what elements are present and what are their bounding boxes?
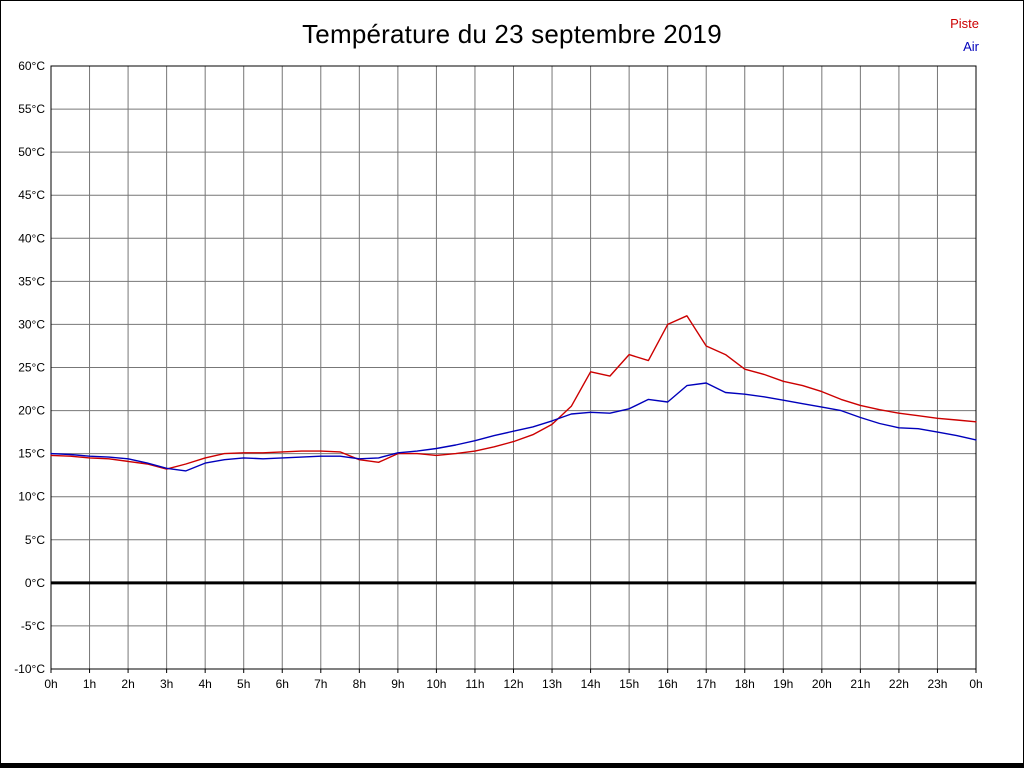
x-axis-tick-label: 22h	[889, 677, 909, 691]
x-axis-tick-label: 17h	[696, 677, 716, 691]
legend-entry-air: Air	[963, 39, 979, 54]
y-axis-tick-label: -5°C	[21, 619, 45, 633]
x-axis-tick-label: 3h	[160, 677, 173, 691]
x-axis-tick-label: 1h	[83, 677, 96, 691]
series-line-piste	[50, 315, 977, 470]
x-axis-tick-label: 15h	[619, 677, 639, 691]
y-axis-tick-label: 5°C	[25, 533, 45, 547]
x-axis-tick-label: 9h	[391, 677, 404, 691]
y-axis-tick-label: 20°C	[18, 404, 45, 418]
series-line-air	[50, 382, 977, 472]
x-axis-tick-label: 20h	[812, 677, 832, 691]
x-axis-tick-label: 0h	[44, 677, 57, 691]
y-axis-tick-label: 50°C	[18, 145, 45, 159]
y-axis-tick-label: 45°C	[18, 188, 45, 202]
y-axis-tick-label: 40°C	[18, 231, 45, 245]
x-axis-tick-label: 5h	[237, 677, 250, 691]
x-axis-tick-label: 2h	[121, 677, 134, 691]
x-axis-tick-label: 0h	[969, 677, 982, 691]
x-axis-tick-label: 14h	[581, 677, 601, 691]
y-axis-tick-label: 30°C	[18, 317, 45, 331]
x-axis-tick-label: 11h	[465, 677, 484, 691]
y-axis-tick-label: 60°C	[18, 59, 45, 73]
legend-entry-piste: Piste	[950, 16, 979, 31]
x-axis-tick-label: 6h	[276, 677, 289, 691]
y-axis-tick-label: 0°C	[25, 576, 45, 590]
x-axis-tick-label: 7h	[314, 677, 327, 691]
x-axis-tick-label: 21h	[850, 677, 870, 691]
y-axis-tick-label: -10°C	[14, 662, 45, 676]
x-axis-tick-label: 16h	[658, 677, 678, 691]
x-axis-tick-label: 12h	[503, 677, 523, 691]
x-axis-tick-label: 10h	[426, 677, 446, 691]
x-axis-tick-label: 23h	[927, 677, 947, 691]
x-axis-tick-label: 19h	[773, 677, 793, 691]
y-axis-tick-label: 55°C	[18, 102, 45, 116]
y-axis-tick-label: 25°C	[18, 361, 45, 375]
x-axis-tick-label: 8h	[353, 677, 366, 691]
chart-title: Température du 23 septembre 2019	[302, 19, 722, 49]
x-axis-tick-label: 4h	[198, 677, 211, 691]
y-axis-tick-label: 10°C	[18, 490, 45, 504]
x-axis-tick-label: 18h	[735, 677, 755, 691]
legend: Piste Air	[950, 12, 979, 58]
bottom-border	[1, 763, 1023, 767]
x-axis-tick-label: 13h	[542, 677, 562, 691]
y-axis-tick-label: 35°C	[18, 274, 45, 288]
y-axis-tick-label: 15°C	[18, 447, 45, 461]
